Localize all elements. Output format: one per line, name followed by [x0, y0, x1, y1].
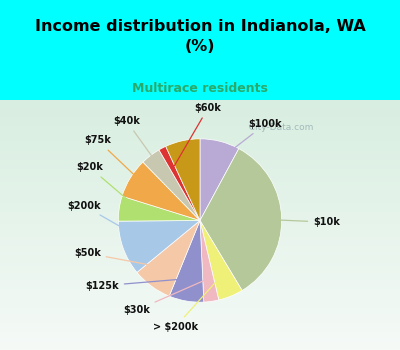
- Text: $20k: $20k: [76, 162, 140, 210]
- Text: $200k: $200k: [67, 201, 142, 239]
- Text: > $200k: > $200k: [153, 277, 220, 332]
- Wedge shape: [200, 149, 282, 290]
- Wedge shape: [118, 220, 200, 272]
- Text: $60k: $60k: [174, 103, 222, 166]
- Wedge shape: [169, 220, 204, 302]
- Text: $100k: $100k: [217, 119, 282, 162]
- Text: City-Data.com: City-Data.com: [243, 123, 314, 132]
- Text: $30k: $30k: [123, 280, 206, 315]
- Wedge shape: [200, 220, 242, 300]
- Wedge shape: [159, 146, 200, 220]
- Wedge shape: [200, 139, 239, 220]
- Wedge shape: [200, 220, 219, 302]
- Text: $125k: $125k: [85, 279, 187, 291]
- Text: $10k: $10k: [262, 217, 340, 227]
- Wedge shape: [118, 196, 200, 221]
- Wedge shape: [122, 162, 200, 220]
- Text: Income distribution in Indianola, WA
(%): Income distribution in Indianola, WA (%): [35, 19, 365, 54]
- Text: $40k: $40k: [113, 116, 163, 172]
- Wedge shape: [137, 220, 200, 296]
- Wedge shape: [166, 139, 200, 220]
- Wedge shape: [143, 150, 200, 220]
- Text: Multirace residents: Multirace residents: [132, 82, 268, 95]
- Text: $50k: $50k: [74, 248, 162, 267]
- Text: $75k: $75k: [84, 135, 148, 188]
